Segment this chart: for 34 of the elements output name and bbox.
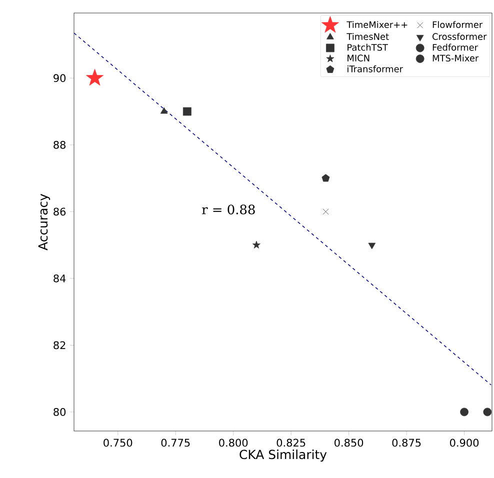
point [322, 208, 329, 215]
x-axis-title: CKA Similarity [240, 450, 327, 462]
y-tick-label: 80 [54, 408, 66, 416]
x-tick-label: 0.800 [219, 438, 248, 447]
legend-label: MTS-Mixer [432, 54, 479, 62]
point [322, 174, 330, 182]
y-tick-label: 90 [54, 74, 66, 82]
legend-label: TimeMixer++ [346, 21, 408, 28]
point [368, 242, 376, 250]
y-axis-title: Accuracy [38, 194, 50, 250]
legend-label: TimesNet [346, 33, 389, 40]
x-tick-label: 0.900 [450, 438, 479, 447]
x-tick-label: 0.750 [104, 438, 132, 447]
legend-label: iTransformer [348, 65, 403, 72]
legend-label: PatchTST [348, 44, 388, 51]
x-tick-label: 0.875 [392, 438, 421, 447]
x-tick-label: 0.850 [334, 438, 364, 447]
point [86, 68, 104, 86]
y-tick-label: 88 [54, 140, 66, 149]
point [182, 107, 192, 116]
point [460, 408, 468, 416]
point [483, 408, 492, 416]
annotation: r = 0.88 [202, 204, 255, 214]
y-tick-label: 84 [54, 274, 66, 282]
legend-label: Crossformer [432, 33, 487, 40]
y-tick-label: 86 [54, 208, 66, 216]
point [160, 107, 168, 114]
point [252, 240, 260, 248]
legend-label: MICN [348, 54, 370, 62]
y-tick-label: 82 [54, 341, 66, 350]
x-tick-label: 0.825 [276, 438, 306, 447]
legend-label: Fedformer [432, 44, 478, 51]
x-tick-label: 0.775 [161, 438, 190, 447]
legend-label: Flowformer [432, 21, 483, 28]
